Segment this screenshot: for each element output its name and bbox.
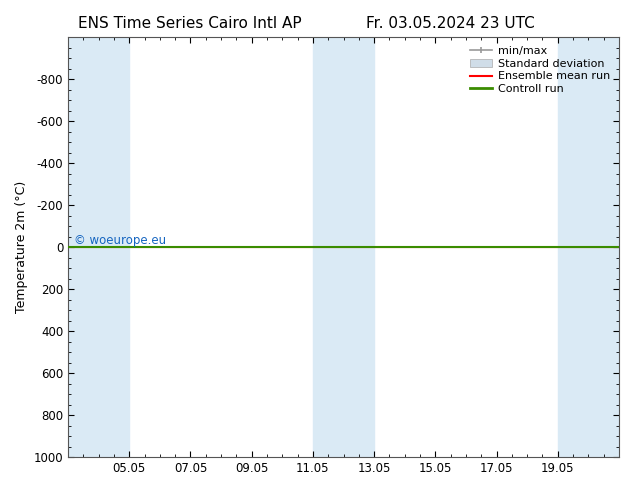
Text: ENS Time Series Cairo Intl AP: ENS Time Series Cairo Intl AP [79, 16, 302, 31]
Bar [99, 37, 129, 457]
Text: © woeurope.eu: © woeurope.eu [74, 234, 165, 247]
Bar [313, 37, 344, 457]
Bar [68, 37, 99, 457]
Legend: min/max, Standard deviation, Ensemble mean run, Controll run: min/max, Standard deviation, Ensemble me… [467, 43, 614, 98]
Text: Fr. 03.05.2024 23 UTC: Fr. 03.05.2024 23 UTC [366, 16, 534, 31]
Bar [588, 37, 619, 457]
Y-axis label: Temperature 2m (°C): Temperature 2m (°C) [15, 181, 28, 313]
Bar [558, 37, 588, 457]
Bar [344, 37, 374, 457]
